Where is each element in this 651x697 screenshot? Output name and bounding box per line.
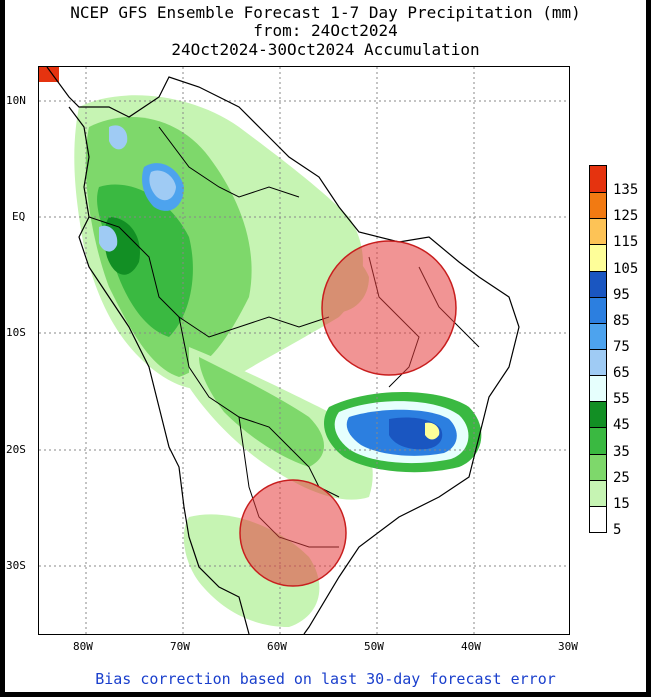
lon-label: 40W [461,640,481,653]
legend-swatch [590,192,606,219]
legend-swatch [590,270,606,297]
legend-label: 105 [613,260,639,277]
legend-label: 115 [613,234,639,251]
lat-label: 10S [6,326,26,339]
legend-swatch [590,479,606,506]
legend-label: 15 [613,495,630,512]
precipitation-map [38,66,570,635]
legend-swatch [590,296,606,323]
legend-swatch [590,244,606,271]
legend-label: 135 [613,182,639,199]
bias-correction-note: Bias correction based on last 30-day for… [95,670,556,688]
highlight-circle-north [321,240,457,376]
precip-shading [39,67,482,627]
lon-label: 60W [267,640,287,653]
legend-label: 5 [613,522,622,538]
lat-label: 10N [6,94,26,107]
coastline [46,67,520,634]
lon-label: 70W [170,640,190,653]
legend-label: 75 [613,339,630,355]
lat-label: EQ [12,210,26,223]
highlight-circle-south [239,479,347,587]
map-title: NCEP GFS Ensemble Forecast 1-7 Day Preci… [70,3,581,22]
color-legend [589,165,607,533]
lon-label: 80W [73,640,93,653]
legend-label: 125 [613,208,639,225]
legend-label: 45 [613,417,630,434]
legend-swatch [590,505,606,532]
lat-label: 30S [6,559,26,572]
legend-label: 85 [613,312,630,329]
forecast-start-date: from: 24Oct2024 [253,21,398,40]
accumulation-period: 24Oct2024-30Oct2024 Accumulation [171,40,480,59]
legend-swatch [590,322,606,349]
legend-swatch [590,401,606,428]
legend-label: 65 [613,365,630,382]
legend-label: 35 [613,443,630,460]
legend-swatch [590,349,606,376]
lon-label: 50W [364,640,384,653]
legend-label: 25 [613,469,630,486]
legend-label: 55 [613,391,630,408]
map-grid [39,67,569,634]
legend-swatch [590,427,606,454]
lon-label: 30W [558,640,578,653]
legend-label: 95 [613,286,630,303]
legend-swatch [590,375,606,402]
legend-swatch [590,218,606,245]
map-svg [39,67,569,634]
lat-label: 20S [6,443,26,456]
legend-swatch [590,166,606,193]
legend-swatch [590,453,606,480]
